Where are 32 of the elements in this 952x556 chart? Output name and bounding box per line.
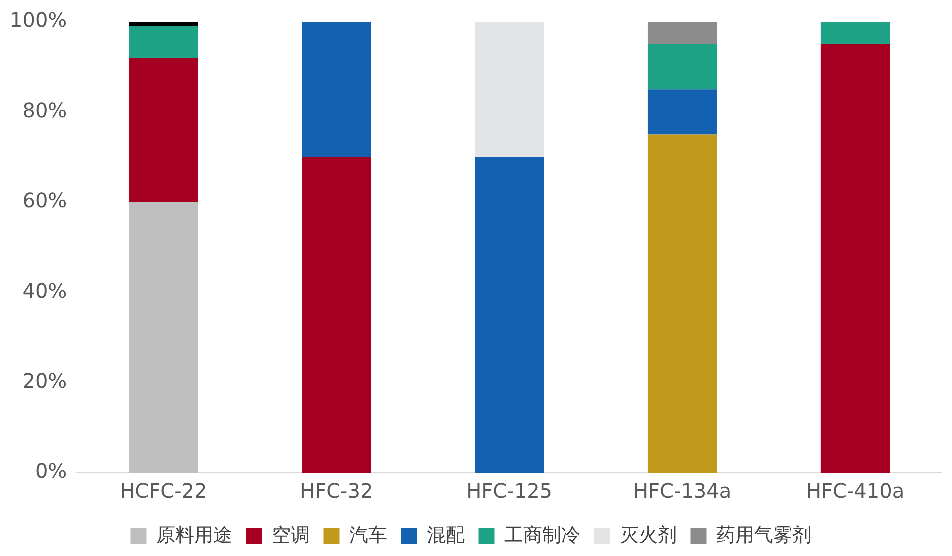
bar	[302, 157, 372, 473]
x-tick-label: HCFC-22	[120, 479, 208, 504]
bar	[648, 44, 718, 90]
legend-label: 混配	[426, 524, 465, 546]
legend-label: 灭火剂	[620, 524, 677, 546]
x-tick-label: HFC-125	[466, 479, 553, 504]
bar	[474, 22, 544, 158]
legend-label: 汽车	[349, 524, 388, 546]
bar	[648, 22, 718, 45]
x-tick-label: HFC-410a	[806, 479, 905, 504]
legend-label: 工商制冷	[504, 524, 580, 546]
bar	[129, 22, 198, 27]
y-tick-label: 40%	[22, 278, 68, 303]
y-tick-label: 80%	[22, 98, 68, 122]
bar	[129, 58, 198, 202]
x-tick-label: HFC-134a	[633, 479, 732, 504]
y-tick-label: 0%	[35, 459, 68, 484]
bar	[129, 202, 198, 473]
legend-label: 药用气雾剂	[716, 524, 812, 546]
bar	[648, 134, 718, 473]
bar	[302, 22, 372, 158]
y-tick-label: 60%	[22, 188, 68, 213]
legend-label: 原料用途	[156, 524, 232, 546]
y-tick-label: 100%	[10, 8, 68, 32]
bar	[648, 90, 718, 135]
bar	[474, 157, 544, 473]
bar	[820, 44, 890, 473]
y-tick-label: 20%	[22, 369, 68, 394]
legend-label: 空调	[272, 524, 310, 546]
x-tick-label: HFC-32	[300, 479, 374, 504]
bar	[129, 26, 198, 58]
bar	[820, 22, 890, 45]
